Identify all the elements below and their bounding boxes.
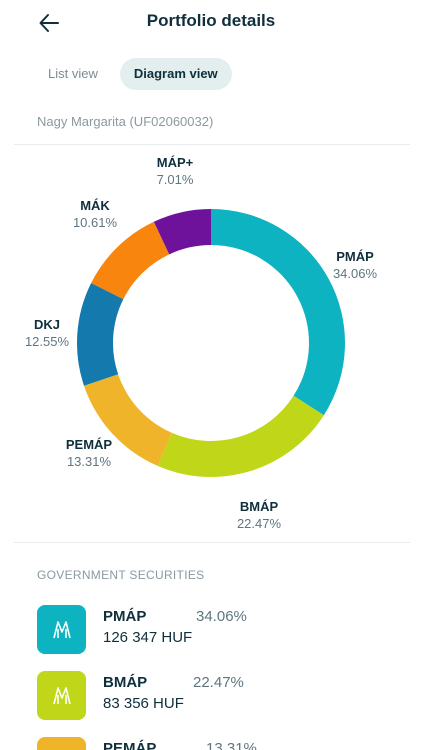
back-button[interactable] <box>36 10 62 36</box>
slice-name: DKJ <box>33 317 60 332</box>
donut-svg <box>77 209 346 477</box>
donut-slice-dkj[interactable] <box>77 283 124 386</box>
tab-list-view[interactable]: List view <box>48 66 98 81</box>
slice-label-dkj: DKJ 12.55% <box>14 316 80 350</box>
security-pct: 13.31% <box>206 740 257 750</box>
security-name: PEMÁP <box>103 740 157 750</box>
slice-label-pemap: PEMÁP 13.31% <box>56 436 122 470</box>
portfolio-donut-chart: MÁP+ 7.01% MÁK 10.61% PMÁP 34.06% DKJ 12… <box>0 146 422 542</box>
security-amount: 83 356 HUF <box>103 695 184 712</box>
slice-label-pmap: PMÁP 34.06% <box>322 248 388 282</box>
security-pct: 22.47% <box>193 674 244 691</box>
donut-slice-pemap[interactable] <box>83 374 172 466</box>
slice-pct: 22.47% <box>236 516 282 531</box>
security-name: BMÁP <box>103 674 148 691</box>
slice-pct: 10.61% <box>72 215 118 230</box>
slice-pct: 13.31% <box>66 454 112 469</box>
slice-label-mapplus: MÁP+ 7.01% <box>142 154 208 188</box>
divider <box>14 542 410 543</box>
slice-name: MÁK <box>80 198 110 213</box>
slice-name: BMÁP <box>239 499 279 514</box>
donut-slice-bmap[interactable] <box>157 395 324 477</box>
slice-pct: 7.01% <box>156 172 194 187</box>
arrow-left-icon <box>39 14 59 32</box>
security-item-bmap[interactable]: BMÁP 22.47% 83 356 HUF <box>37 671 397 721</box>
donut-slice-mapplus[interactable] <box>153 209 211 255</box>
header: Portfolio details <box>0 0 422 48</box>
tab-diagram-view[interactable]: Diagram view <box>119 58 232 90</box>
security-name: PMÁP <box>103 608 147 625</box>
mnb-logo-icon <box>37 605 86 654</box>
section-title: GOVERNMENT SECURITIES <box>37 568 205 582</box>
slice-label-bmap: BMÁP 22.47% <box>226 498 292 532</box>
page-title: Portfolio details <box>146 11 276 30</box>
mnb-logo-icon <box>37 737 86 750</box>
slice-pct: 34.06% <box>332 266 378 281</box>
slice-label-mak: MÁK 10.61% <box>62 197 128 231</box>
mnb-logo-icon <box>37 671 86 720</box>
slice-name: MÁP+ <box>156 155 194 170</box>
view-tabs: List view Diagram view <box>34 58 232 90</box>
security-item-pmap[interactable]: PMÁP 34.06% 126 347 HUF <box>37 605 397 655</box>
security-pct: 34.06% <box>196 608 247 625</box>
donut-slice-pmap[interactable] <box>211 209 346 416</box>
slice-name: PEMÁP <box>65 437 113 452</box>
slice-name: PMÁP <box>336 249 374 264</box>
security-item-pemap[interactable]: PEMÁP 13.31% <box>37 737 397 750</box>
client-name: Nagy Margarita (UF02060032) <box>37 114 214 129</box>
slice-pct: 12.55% <box>24 334 70 349</box>
divider <box>14 144 410 145</box>
donut-slice-mak[interactable] <box>91 221 170 300</box>
security-amount: 126 347 HUF <box>103 629 193 646</box>
